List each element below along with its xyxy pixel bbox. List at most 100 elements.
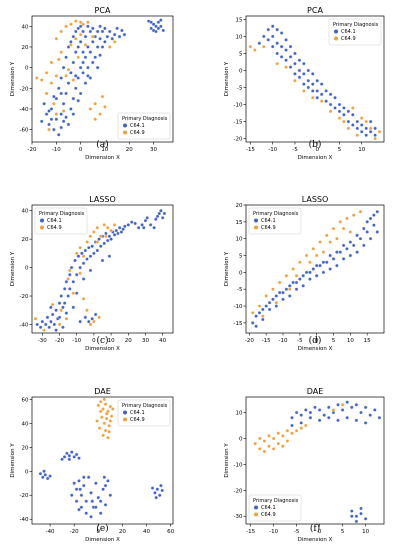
data-point (315, 89, 319, 93)
data-point (80, 251, 84, 256)
data-point (328, 253, 332, 258)
data-point (49, 305, 53, 310)
y-axis-label: Dimension Y (224, 251, 230, 286)
data-point (275, 27, 279, 32)
data-point (346, 119, 351, 124)
chart-title: DAE (307, 387, 324, 396)
data-point (107, 429, 111, 434)
data-point (290, 423, 294, 428)
data-point (308, 270, 312, 275)
data-point (90, 499, 95, 503)
data-point (365, 230, 369, 234)
data-point (264, 304, 268, 308)
data-point (86, 45, 90, 49)
x-axis-label: Dimension X (85, 346, 120, 352)
data-point (350, 514, 354, 518)
data-point (298, 260, 302, 265)
data-point (85, 240, 89, 244)
data-point (69, 40, 73, 44)
legend-entry: C64.1 (130, 123, 145, 129)
data-point (143, 218, 148, 223)
data-point (261, 307, 265, 312)
legend-marker (254, 218, 258, 223)
data-point (107, 254, 112, 258)
data-point (74, 19, 78, 23)
x-tick-label: 5 (338, 147, 342, 153)
data-point (322, 413, 326, 417)
data-point (346, 126, 351, 131)
data-point (49, 81, 54, 85)
data-point (293, 72, 297, 76)
data-point (311, 267, 316, 271)
x-tick-label: 0 (92, 338, 96, 344)
data-point (359, 410, 363, 415)
legend-marker (123, 130, 127, 135)
data-point (89, 491, 93, 495)
data-point (101, 433, 105, 438)
chart-panel: DAE -40 -20 0 20 40 60 -40 -20 0 20 40 60 Dimension X… (10, 387, 175, 543)
data-point (375, 209, 380, 214)
data-point (82, 483, 86, 488)
data-point (288, 65, 293, 69)
data-point (248, 44, 253, 49)
data-point (83, 248, 88, 253)
data-point (88, 234, 93, 239)
data-point (345, 415, 349, 420)
data-point (52, 94, 56, 99)
data-point (74, 499, 79, 503)
data-point (338, 250, 342, 254)
data-point (284, 65, 288, 69)
data-point (319, 92, 324, 97)
data-point (114, 228, 119, 233)
data-point (325, 233, 329, 238)
data-point (57, 301, 62, 305)
data-point (160, 216, 165, 220)
x-tick-label: 5 (332, 338, 336, 344)
data-point (84, 511, 88, 515)
data-point (355, 133, 360, 137)
data-point (276, 441, 280, 446)
y-tick-label: 40 (22, 421, 29, 427)
y-tick-label: 0 (25, 266, 29, 272)
data-point (317, 408, 322, 412)
data-point (294, 428, 299, 433)
data-point (368, 216, 373, 221)
data-point (107, 234, 112, 239)
data-point (317, 418, 322, 423)
legend-marker (254, 512, 258, 517)
x-axis-label: Dimension X (298, 155, 333, 161)
y-axis-label: Dimension Y (224, 443, 230, 478)
data-point (88, 268, 93, 273)
data-point (254, 314, 258, 318)
data-point (81, 29, 85, 34)
data-point (311, 95, 315, 100)
data-point (44, 112, 49, 116)
data-point (74, 74, 78, 78)
data-point (81, 254, 86, 258)
y-tick-label: 0 (25, 66, 29, 72)
data-point (288, 55, 293, 59)
data-point (271, 287, 275, 291)
data-point (250, 321, 255, 325)
data-point (373, 408, 377, 412)
data-point (274, 300, 279, 305)
data-point (100, 45, 105, 49)
x-tick-label: 5 (341, 529, 345, 535)
data-point (279, 55, 284, 59)
data-point (315, 95, 319, 100)
data-point (76, 26, 80, 31)
data-point (67, 453, 72, 458)
data-point (375, 230, 380, 234)
data-point (276, 431, 280, 436)
data-point (365, 220, 369, 224)
data-point (348, 240, 353, 244)
panel-caption: (a) (96, 140, 109, 150)
data-point (358, 236, 363, 241)
data-point (108, 29, 112, 34)
data-point (68, 272, 72, 277)
data-point (373, 126, 377, 131)
data-point (98, 409, 103, 414)
data-point (345, 216, 349, 221)
x-tick-label: 30 (142, 338, 149, 344)
data-point (49, 117, 54, 122)
